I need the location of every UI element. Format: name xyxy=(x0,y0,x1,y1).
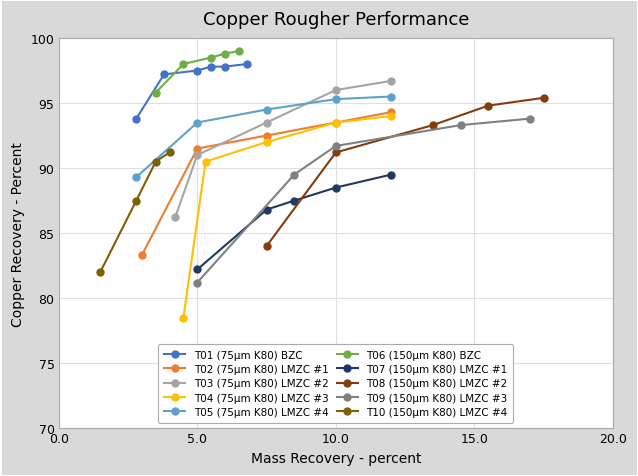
Title: Copper Rougher Performance: Copper Rougher Performance xyxy=(203,11,469,29)
T02 (75μm K80) LMZC #1 xyxy=(263,133,271,139)
Y-axis label: Copper Recovery - Percent: Copper Recovery - Percent xyxy=(11,141,25,326)
Line: T02 (75μm K80) LMZC #1: T02 (75μm K80) LMZC #1 xyxy=(138,109,395,259)
T02 (75μm K80) LMZC #1 xyxy=(332,120,339,126)
T08 (150μm K80) LMZC #2 xyxy=(484,104,492,109)
X-axis label: Mass Recovery - percent: Mass Recovery - percent xyxy=(251,451,421,465)
T01 (75μm K80) BZC xyxy=(160,72,168,78)
Line: T10 (150μm K80) LMZC #4: T10 (150μm K80) LMZC #4 xyxy=(97,149,173,276)
Line: T08 (150μm K80) LMZC #2: T08 (150μm K80) LMZC #2 xyxy=(263,95,547,250)
T04 (75μm K80) LMZC #3 xyxy=(387,114,395,119)
T10 (150μm K80) LMZC #4 xyxy=(166,150,174,156)
T07 (150μm K80) LMZC #1 xyxy=(290,198,298,204)
T08 (150μm K80) LMZC #2 xyxy=(429,123,436,129)
T08 (150μm K80) LMZC #2 xyxy=(332,150,339,156)
T07 (150μm K80) LMZC #1 xyxy=(193,267,201,273)
T02 (75μm K80) LMZC #1 xyxy=(387,110,395,116)
T05 (75μm K80) LMZC #4 xyxy=(133,175,140,180)
T05 (75μm K80) LMZC #4 xyxy=(387,94,395,100)
T01 (75μm K80) BZC xyxy=(193,69,201,74)
T03 (75μm K80) LMZC #2 xyxy=(332,88,339,94)
T08 (150μm K80) LMZC #2 xyxy=(263,244,271,249)
T05 (75μm K80) LMZC #4 xyxy=(332,97,339,103)
T09 (150μm K80) LMZC #3 xyxy=(526,117,533,122)
Line: T05 (75μm K80) LMZC #4: T05 (75μm K80) LMZC #4 xyxy=(133,94,395,181)
T05 (75μm K80) LMZC #4 xyxy=(263,108,271,113)
T03 (75μm K80) LMZC #2 xyxy=(193,153,201,159)
Line: T01 (75μm K80) BZC: T01 (75μm K80) BZC xyxy=(133,61,251,123)
T06 (150μm K80) BZC xyxy=(179,62,187,68)
T05 (75μm K80) LMZC #4 xyxy=(193,120,201,126)
T09 (150μm K80) LMZC #3 xyxy=(332,144,339,149)
T04 (75μm K80) LMZC #3 xyxy=(263,140,271,146)
T09 (150μm K80) LMZC #3 xyxy=(457,123,464,129)
Line: T04 (75μm K80) LMZC #3: T04 (75μm K80) LMZC #3 xyxy=(180,113,395,321)
T01 (75μm K80) BZC xyxy=(133,117,140,122)
T06 (150μm K80) BZC xyxy=(235,49,242,55)
T08 (150μm K80) LMZC #2 xyxy=(540,96,547,101)
T01 (75μm K80) BZC xyxy=(221,65,229,70)
T03 (75μm K80) LMZC #2 xyxy=(263,120,271,126)
T07 (150μm K80) LMZC #1 xyxy=(387,172,395,178)
T07 (150μm K80) LMZC #1 xyxy=(332,185,339,191)
T03 (75μm K80) LMZC #2 xyxy=(171,215,179,221)
T04 (75μm K80) LMZC #3 xyxy=(179,315,187,321)
T09 (150μm K80) LMZC #3 xyxy=(290,172,298,178)
T06 (150μm K80) BZC xyxy=(221,51,229,57)
T07 (150μm K80) LMZC #1 xyxy=(263,208,271,213)
T10 (150μm K80) LMZC #4 xyxy=(152,159,160,165)
T10 (150μm K80) LMZC #4 xyxy=(96,270,104,276)
T04 (75μm K80) LMZC #3 xyxy=(202,159,209,165)
T10 (150μm K80) LMZC #4 xyxy=(133,198,140,204)
T06 (150μm K80) BZC xyxy=(152,90,160,96)
T02 (75μm K80) LMZC #1 xyxy=(138,253,145,258)
Legend: T01 (75μm K80) BZC, T02 (75μm K80) LMZC #1, T03 (75μm K80) LMZC #2, T04 (75μm K8: T01 (75μm K80) BZC, T02 (75μm K80) LMZC … xyxy=(158,344,514,423)
T06 (150μm K80) BZC xyxy=(207,56,215,61)
T03 (75μm K80) LMZC #2 xyxy=(387,79,395,85)
Line: T09 (150μm K80) LMZC #3: T09 (150μm K80) LMZC #3 xyxy=(194,116,533,287)
T01 (75μm K80) BZC xyxy=(243,62,251,68)
T09 (150μm K80) LMZC #3 xyxy=(193,280,201,286)
Line: T06 (150μm K80) BZC: T06 (150μm K80) BZC xyxy=(152,49,242,97)
T02 (75μm K80) LMZC #1 xyxy=(193,147,201,152)
Line: T07 (150μm K80) LMZC #1: T07 (150μm K80) LMZC #1 xyxy=(194,172,395,273)
T01 (75μm K80) BZC xyxy=(207,65,215,70)
T04 (75μm K80) LMZC #3 xyxy=(332,120,339,126)
Line: T03 (75μm K80) LMZC #2: T03 (75μm K80) LMZC #2 xyxy=(172,78,395,221)
